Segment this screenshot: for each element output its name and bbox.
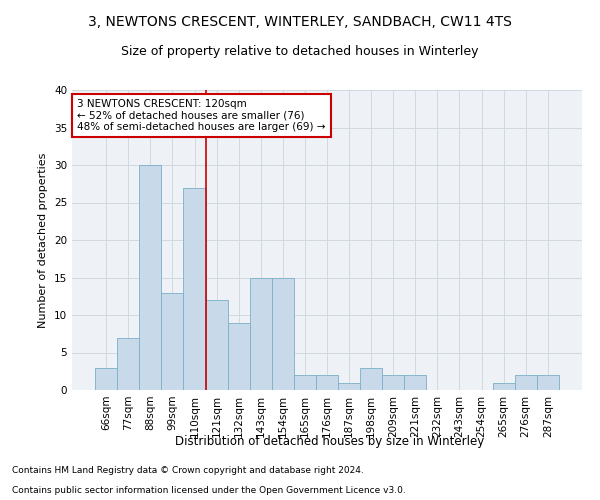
Bar [493, 382, 515, 390]
Bar [250, 278, 272, 390]
Text: 3, NEWTONS CRESCENT, WINTERLEY, SANDBACH, CW11 4TS: 3, NEWTONS CRESCENT, WINTERLEY, SANDBACH… [88, 15, 512, 29]
Bar [382, 375, 404, 390]
Bar [117, 338, 139, 390]
Bar [161, 292, 184, 390]
Bar [95, 368, 117, 390]
Text: Contains HM Land Registry data © Crown copyright and database right 2024.: Contains HM Land Registry data © Crown c… [12, 466, 364, 475]
Bar [338, 382, 360, 390]
Bar [206, 300, 227, 390]
Bar [139, 165, 161, 390]
Bar [316, 375, 338, 390]
Bar [184, 188, 206, 390]
Text: Contains public sector information licensed under the Open Government Licence v3: Contains public sector information licen… [12, 486, 406, 495]
Bar [537, 375, 559, 390]
Bar [227, 322, 250, 390]
Text: 3 NEWTONS CRESCENT: 120sqm
← 52% of detached houses are smaller (76)
48% of semi: 3 NEWTONS CRESCENT: 120sqm ← 52% of deta… [77, 99, 326, 132]
Bar [272, 278, 294, 390]
Bar [294, 375, 316, 390]
Bar [360, 368, 382, 390]
Y-axis label: Number of detached properties: Number of detached properties [38, 152, 49, 328]
Text: Distribution of detached houses by size in Winterley: Distribution of detached houses by size … [175, 435, 485, 448]
Bar [515, 375, 537, 390]
Text: Size of property relative to detached houses in Winterley: Size of property relative to detached ho… [121, 45, 479, 58]
Bar [404, 375, 427, 390]
